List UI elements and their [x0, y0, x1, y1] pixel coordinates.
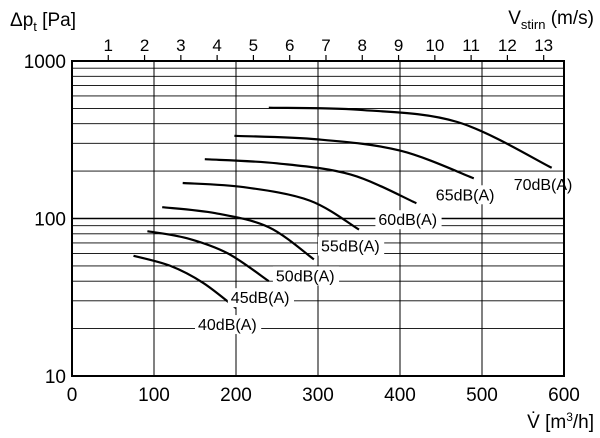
curve-line — [268, 106, 553, 169]
curve-line — [147, 230, 270, 283]
top-tick-label: 9 — [394, 36, 403, 55]
curve-line — [133, 254, 237, 309]
curve-label-bg — [375, 210, 442, 230]
x-axis-title: V̇ [m3/h] — [527, 410, 594, 433]
y-tick-label: 1000 — [24, 52, 66, 73]
curve-label: 40dB(A) — [198, 317, 257, 334]
x-tick-label: 100 — [138, 385, 170, 406]
curve-line — [162, 206, 315, 261]
x-tick-label: 300 — [302, 385, 334, 406]
curve-label: 70dB(A) — [514, 177, 573, 194]
x-tick-label: 600 — [548, 385, 580, 406]
curve-label-bg — [318, 236, 385, 256]
y-tick-label: 100 — [34, 210, 66, 231]
top-tick-label: 5 — [249, 36, 258, 55]
curve-label-bg — [195, 315, 262, 335]
top-tick-label: 10 — [425, 36, 444, 55]
top-tick-label: 4 — [212, 36, 221, 55]
top-tick-label: 8 — [358, 36, 367, 55]
top-tick-label: 7 — [321, 36, 330, 55]
x-tick-label: 200 — [220, 385, 252, 406]
curve-label-bg — [510, 174, 577, 194]
curve-label: 50dB(A) — [276, 268, 335, 285]
x-tick-label: 400 — [384, 385, 416, 406]
x-tick-label: 0 — [67, 385, 78, 406]
curve-label: 65dB(A) — [436, 187, 495, 204]
curve-label-bg — [227, 288, 294, 308]
top-tick-label: 11 — [462, 36, 480, 55]
curve-label: 55dB(A) — [321, 239, 380, 256]
curve-line — [204, 158, 417, 205]
y-tick-label: 10 — [45, 367, 66, 388]
curve-labels: 40dB(A) 45dB(A) 50dB(A) 55dB(A) 60dB(A) 65dB(… — [195, 174, 577, 335]
curve-label: 45dB(A) — [231, 290, 290, 307]
curve-line — [234, 134, 475, 180]
top-tick-label: 13 — [534, 36, 553, 55]
top-tick-label: 12 — [498, 36, 517, 55]
top-tick-label: 2 — [140, 36, 149, 55]
curve-label-bg — [432, 185, 499, 205]
top-tick-label: 6 — [285, 36, 294, 55]
curve-line — [182, 181, 360, 231]
top-tick-label: 3 — [176, 36, 185, 55]
top-axis-title: Vstirn (m/s) — [508, 8, 594, 32]
x-tick-label: 500 — [466, 385, 498, 406]
top-tick-label: 1 — [104, 36, 113, 55]
curve-label: 60dB(A) — [378, 212, 437, 229]
y-axis-title: Δpt [Pa] — [10, 10, 76, 34]
curve-label-bg — [272, 266, 340, 286]
plot-frame — [71, 60, 565, 377]
curves — [133, 106, 553, 309]
